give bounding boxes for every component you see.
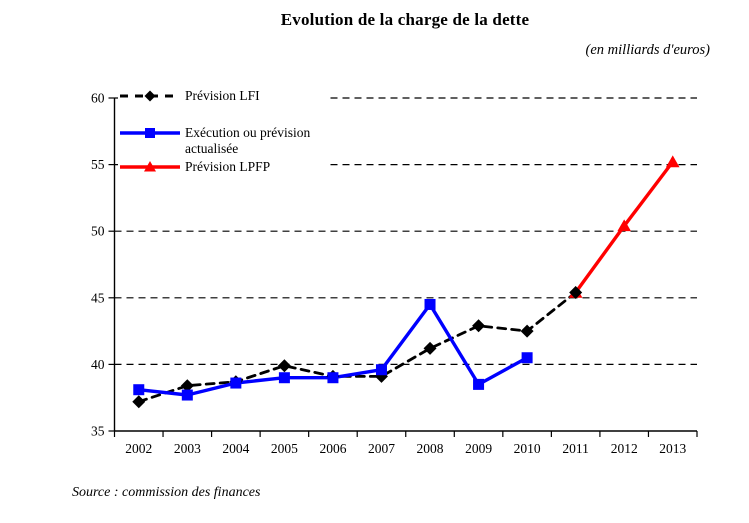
chart-title: Evolution de la charge de la dette — [280, 10, 530, 29]
data-point-diamond — [277, 359, 291, 373]
legend-sample-solid-triangle-icon — [119, 159, 181, 175]
y-tick-label: 40 — [91, 357, 105, 372]
data-point-diamond — [423, 341, 437, 355]
legend-sample-dashed-diamond-icon — [119, 88, 181, 104]
source-note: Source : commission des finances — [72, 485, 261, 500]
x-tick-label: 2007 — [368, 441, 395, 456]
data-point-square — [230, 377, 242, 389]
legend-item-prevision-lpfp: Prévision LPFP — [119, 159, 325, 175]
x-tick-label: 2003 — [174, 441, 201, 456]
data-point-square — [278, 372, 290, 384]
legend-item-execution: Exécution ou prévision actualisée — [119, 125, 325, 157]
y-tick-label: 35 — [91, 424, 105, 439]
x-tick-label: 2009 — [465, 441, 492, 456]
legend-item-prevision-lfi: Prévision LFI — [119, 88, 325, 104]
x-tick-label: 2006 — [319, 441, 346, 456]
data-point-triangle — [665, 155, 680, 168]
x-tick-label: 2012 — [611, 441, 638, 456]
series-line-0 — [137, 291, 577, 404]
y-tick-label: 50 — [91, 224, 105, 239]
data-point-square — [327, 372, 339, 384]
legend-label: Exécution ou prévision actualisée — [185, 125, 311, 156]
data-point-square — [133, 384, 145, 396]
x-tick-label: 2010 — [514, 441, 541, 456]
data-point-square — [424, 298, 436, 310]
legend-label: Prévision LFI — [185, 88, 260, 103]
data-point-square — [473, 378, 485, 390]
x-tick-label: 2013 — [659, 441, 686, 456]
x-tick-label: 2002 — [125, 441, 152, 456]
data-point-diamond — [569, 285, 583, 299]
x-tick-label: 2004 — [222, 441, 249, 456]
x-tick-label: 2008 — [417, 441, 444, 456]
data-point-triangle — [617, 219, 631, 232]
chart-unit-subtitle: (en milliards d'euros) — [585, 42, 710, 58]
x-tick-label: 2005 — [271, 441, 298, 456]
data-point-square — [375, 364, 387, 376]
y-tick-label: 45 — [91, 290, 105, 305]
y-tick-label: 55 — [91, 157, 105, 172]
legend-sample-solid-square-icon — [119, 125, 181, 141]
data-point-diamond — [132, 395, 146, 409]
data-point-square — [181, 389, 193, 401]
legend-label: Prévision LPFP — [185, 158, 271, 174]
x-tick-label: 2011 — [562, 441, 589, 456]
data-point-diamond — [520, 324, 534, 338]
chart-legend: Prévision LFI Exécution ou prévision act… — [118, 87, 329, 177]
data-point-diamond — [180, 379, 194, 393]
y-tick-label: 60 — [91, 91, 105, 106]
data-point-diamond — [472, 319, 486, 333]
data-point-square — [521, 352, 533, 364]
